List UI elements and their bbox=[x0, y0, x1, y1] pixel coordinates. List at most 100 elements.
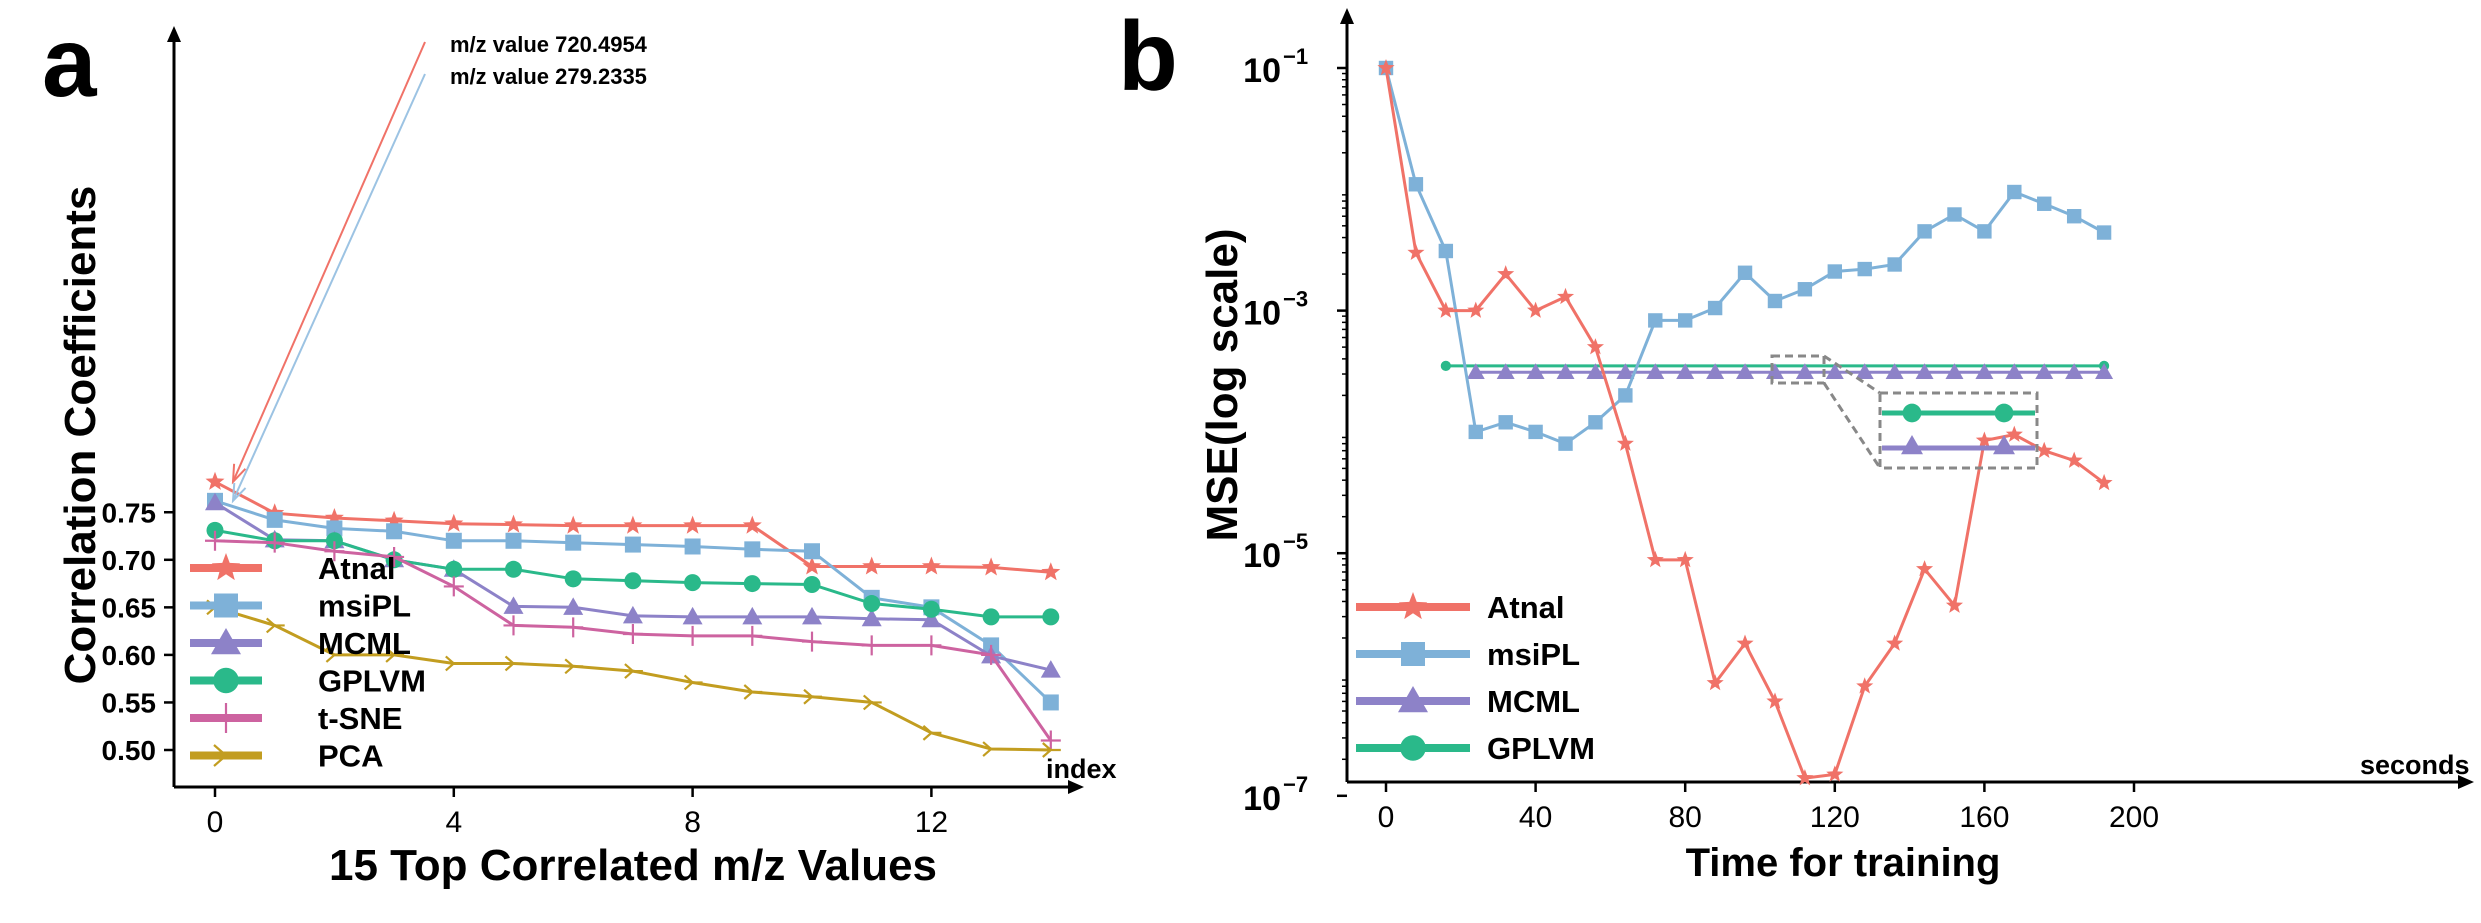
data-point-pca bbox=[922, 725, 942, 741]
data-point-msipl bbox=[624, 536, 641, 553]
data-point-mcml bbox=[1855, 363, 1874, 380]
data-point-msipl bbox=[1648, 313, 1663, 328]
data-point-msipl bbox=[1588, 415, 1603, 430]
panel-b-x-tick-label: 120 bbox=[1810, 801, 1860, 834]
data-point-msipl bbox=[1857, 261, 1872, 277]
data-point-t-sne bbox=[563, 617, 584, 638]
data-point-atnal bbox=[1706, 674, 1724, 691]
data-point-t-sne bbox=[205, 530, 225, 551]
data-point-atnal bbox=[1646, 550, 1664, 568]
legend-marker-t-sne bbox=[211, 703, 241, 733]
data-point-mcml bbox=[1795, 363, 1814, 380]
panel-a-y-axis-arrow bbox=[167, 26, 181, 42]
data-point-mcml bbox=[1736, 363, 1755, 380]
legend-marker-atnal bbox=[1398, 592, 1428, 620]
annotation-arrowhead bbox=[231, 463, 247, 485]
data-point-mcml bbox=[1945, 363, 1964, 380]
data-point-atnal bbox=[1586, 338, 1604, 355]
data-point-msipl bbox=[565, 534, 582, 551]
annotation-label: m/z value 279.2335 bbox=[450, 64, 647, 89]
data-point-atnal bbox=[1736, 634, 1754, 651]
data-point-t-sne bbox=[503, 615, 524, 636]
data-point-pca bbox=[862, 694, 882, 711]
data-point-mcml bbox=[742, 606, 763, 625]
data-point-atnal bbox=[1437, 301, 1455, 318]
panel-b-x-tick-label: 0 bbox=[1378, 801, 1395, 834]
panel-a-x-tick-label: 4 bbox=[445, 806, 462, 839]
data-point-atnal bbox=[1945, 596, 1963, 613]
data-point-mcml bbox=[563, 597, 584, 615]
data-point-msipl bbox=[1408, 177, 1424, 192]
panel-a-chart: 0 4 8 12 0.50 0.55 0.60 0.65 0.70 0.75 m/z value … bbox=[56, 26, 1117, 890]
panel-b-zoom-inset bbox=[1770, 354, 2039, 470]
data-point-mcml bbox=[1526, 363, 1545, 380]
data-point-atnal bbox=[1916, 560, 1934, 577]
series-t-sne bbox=[205, 530, 1061, 751]
data-point-atnal bbox=[1826, 765, 1844, 782]
panel-b-y-tick-label: 10 bbox=[1243, 52, 1281, 90]
data-point-atnal bbox=[2065, 451, 2083, 468]
legend-marker-gplvm bbox=[1400, 735, 1426, 761]
data-point-pca bbox=[743, 684, 763, 700]
data-point-atnal bbox=[205, 471, 225, 490]
data-point-gplvm bbox=[206, 521, 224, 539]
data-point-gplvm bbox=[863, 595, 881, 613]
series-mcml bbox=[1466, 363, 2114, 380]
data-point-mcml bbox=[1975, 363, 1994, 380]
panel-a-y-tick-label: 0.70 bbox=[102, 545, 157, 576]
data-point-mcml bbox=[2005, 363, 2024, 380]
panel-b-x-tick-label: 40 bbox=[1519, 801, 1552, 834]
panel-a-x-tick-label: 0 bbox=[207, 806, 224, 839]
data-point-gplvm bbox=[743, 575, 761, 593]
panel-a-x-tick-label: 8 bbox=[684, 806, 701, 839]
annotation-arrow bbox=[232, 73, 426, 502]
data-point-atnal bbox=[444, 513, 464, 532]
panel-b-y-tick-label: 10 bbox=[1243, 537, 1281, 575]
data-point-msipl bbox=[2007, 184, 2022, 200]
data-point-mcml bbox=[1496, 363, 1515, 380]
data-point-t-sne bbox=[861, 635, 882, 656]
data-point-msipl bbox=[1042, 694, 1059, 711]
data-point-msipl bbox=[804, 543, 820, 560]
data-point-t-sne bbox=[622, 623, 643, 644]
panel-a-axes: 0 4 8 12 0.50 0.55 0.60 0.65 0.70 0.75 bbox=[102, 26, 1084, 839]
legend-marker-pca bbox=[213, 744, 241, 767]
annotation-label: m/z value 720.4954 bbox=[450, 32, 648, 57]
data-point-msipl bbox=[744, 541, 761, 558]
data-point-msipl bbox=[2037, 196, 2052, 211]
data-point-mcml bbox=[682, 606, 703, 625]
panel-b-x-tick-label: 160 bbox=[1959, 801, 2009, 834]
data-point-mcml bbox=[921, 609, 942, 628]
data-point-atnal bbox=[1041, 562, 1061, 581]
data-point-msipl bbox=[1438, 243, 1454, 259]
data-point-atnal bbox=[2095, 473, 2113, 491]
data-point-atnal bbox=[981, 557, 1001, 576]
data-point-msipl bbox=[1827, 264, 1842, 279]
data-point-msipl bbox=[1737, 265, 1753, 280]
data-point-atnal bbox=[1407, 243, 1425, 260]
data-point-mcml bbox=[1556, 363, 1575, 380]
panel-b-legend: Atnal msiPL MCML GPLVM bbox=[1356, 590, 1595, 766]
data-point-mcml bbox=[1040, 660, 1061, 678]
panel-b-y-tick-label: 10 bbox=[1243, 295, 1281, 333]
panel-b-y-tick-label: 10 bbox=[1243, 780, 1281, 818]
data-point-t-sne bbox=[802, 631, 822, 652]
data-point-atnal bbox=[324, 508, 344, 526]
series-atnal bbox=[1377, 59, 2113, 786]
data-point-t-sne bbox=[981, 644, 1002, 665]
data-point-atnal bbox=[1527, 301, 1545, 318]
data-point-pca bbox=[1042, 742, 1061, 758]
data-point-msipl bbox=[1558, 436, 1573, 451]
data-point-msipl bbox=[1678, 313, 1693, 328]
data-point-gplvm bbox=[1440, 360, 1451, 372]
data-point-msipl bbox=[1887, 257, 1902, 272]
data-point-atnal bbox=[563, 515, 583, 534]
data-point-msipl bbox=[1498, 415, 1513, 430]
data-point-t-sne bbox=[921, 635, 942, 656]
data-point-mcml bbox=[1586, 363, 1605, 380]
annotation-arrowhead bbox=[231, 482, 247, 504]
data-point-mcml bbox=[1825, 363, 1844, 380]
data-point-atnal bbox=[862, 556, 882, 575]
panel-b-x-tick-label: 200 bbox=[2109, 801, 2159, 834]
